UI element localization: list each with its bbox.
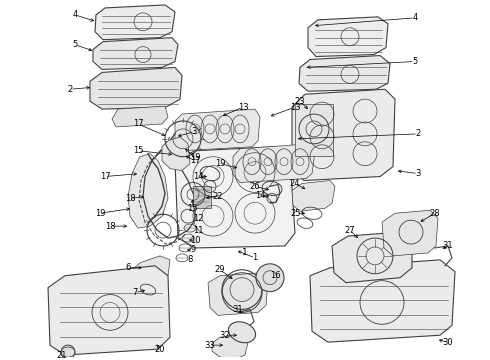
Polygon shape [382,210,438,256]
Text: 12: 12 [193,214,203,223]
Text: 17: 17 [190,156,200,165]
Text: 28: 28 [430,209,441,218]
Polygon shape [310,260,455,342]
Bar [193,186,211,208]
Text: 31: 31 [233,305,244,314]
Text: 5: 5 [413,57,417,66]
Text: 20: 20 [155,345,165,354]
Text: 25: 25 [291,209,301,218]
Bar [295,104,333,156]
Circle shape [61,345,75,359]
Text: 16: 16 [270,271,280,280]
Polygon shape [332,232,412,283]
Text: 1: 1 [252,253,258,262]
Text: 18: 18 [105,222,115,231]
Polygon shape [90,67,182,109]
Polygon shape [112,106,168,127]
Text: 30: 30 [442,338,453,347]
Text: 27: 27 [344,226,355,235]
Text: 2: 2 [68,85,73,94]
Text: 19: 19 [95,209,105,218]
Text: 32: 32 [220,331,230,340]
Text: 6: 6 [125,263,131,272]
Text: 13: 13 [290,103,300,112]
Polygon shape [130,256,170,280]
Text: 17: 17 [99,172,110,181]
Text: 8: 8 [187,255,193,264]
Text: 15: 15 [133,146,143,155]
Polygon shape [308,17,388,57]
Text: 5: 5 [73,40,77,49]
Text: 23: 23 [294,97,305,106]
Text: 7: 7 [132,288,138,297]
Polygon shape [233,144,315,183]
Text: 4: 4 [73,10,77,19]
Text: 29: 29 [215,265,225,274]
Polygon shape [208,273,268,315]
Text: 3: 3 [191,127,196,136]
Text: 22: 22 [213,192,223,201]
Text: 14: 14 [193,172,203,181]
Polygon shape [299,55,390,91]
Polygon shape [212,335,248,359]
Text: 19: 19 [215,159,225,168]
Text: 4: 4 [413,13,417,22]
Text: 15: 15 [187,204,197,213]
Text: 14: 14 [255,191,265,200]
Polygon shape [48,266,170,355]
Text: 18: 18 [124,194,135,203]
Ellipse shape [228,322,256,343]
Circle shape [256,264,284,292]
Text: 33: 33 [205,341,216,350]
Polygon shape [175,147,295,248]
Polygon shape [95,5,175,40]
Text: 13: 13 [238,103,248,112]
Polygon shape [162,137,190,171]
Polygon shape [292,180,335,211]
Text: 31: 31 [442,242,453,251]
Polygon shape [175,109,260,151]
Text: 21: 21 [57,351,67,360]
Text: 11: 11 [193,226,203,235]
Polygon shape [128,154,168,228]
Text: 26: 26 [250,182,260,191]
Text: 9: 9 [191,246,196,255]
Polygon shape [292,89,395,180]
Text: 17: 17 [133,120,143,129]
Polygon shape [93,38,178,69]
Text: 10: 10 [190,235,200,244]
Text: 1: 1 [242,248,248,257]
Text: 24: 24 [290,179,300,188]
Text: 2: 2 [416,129,420,138]
Text: 19: 19 [190,153,200,162]
Text: 3: 3 [416,169,421,178]
